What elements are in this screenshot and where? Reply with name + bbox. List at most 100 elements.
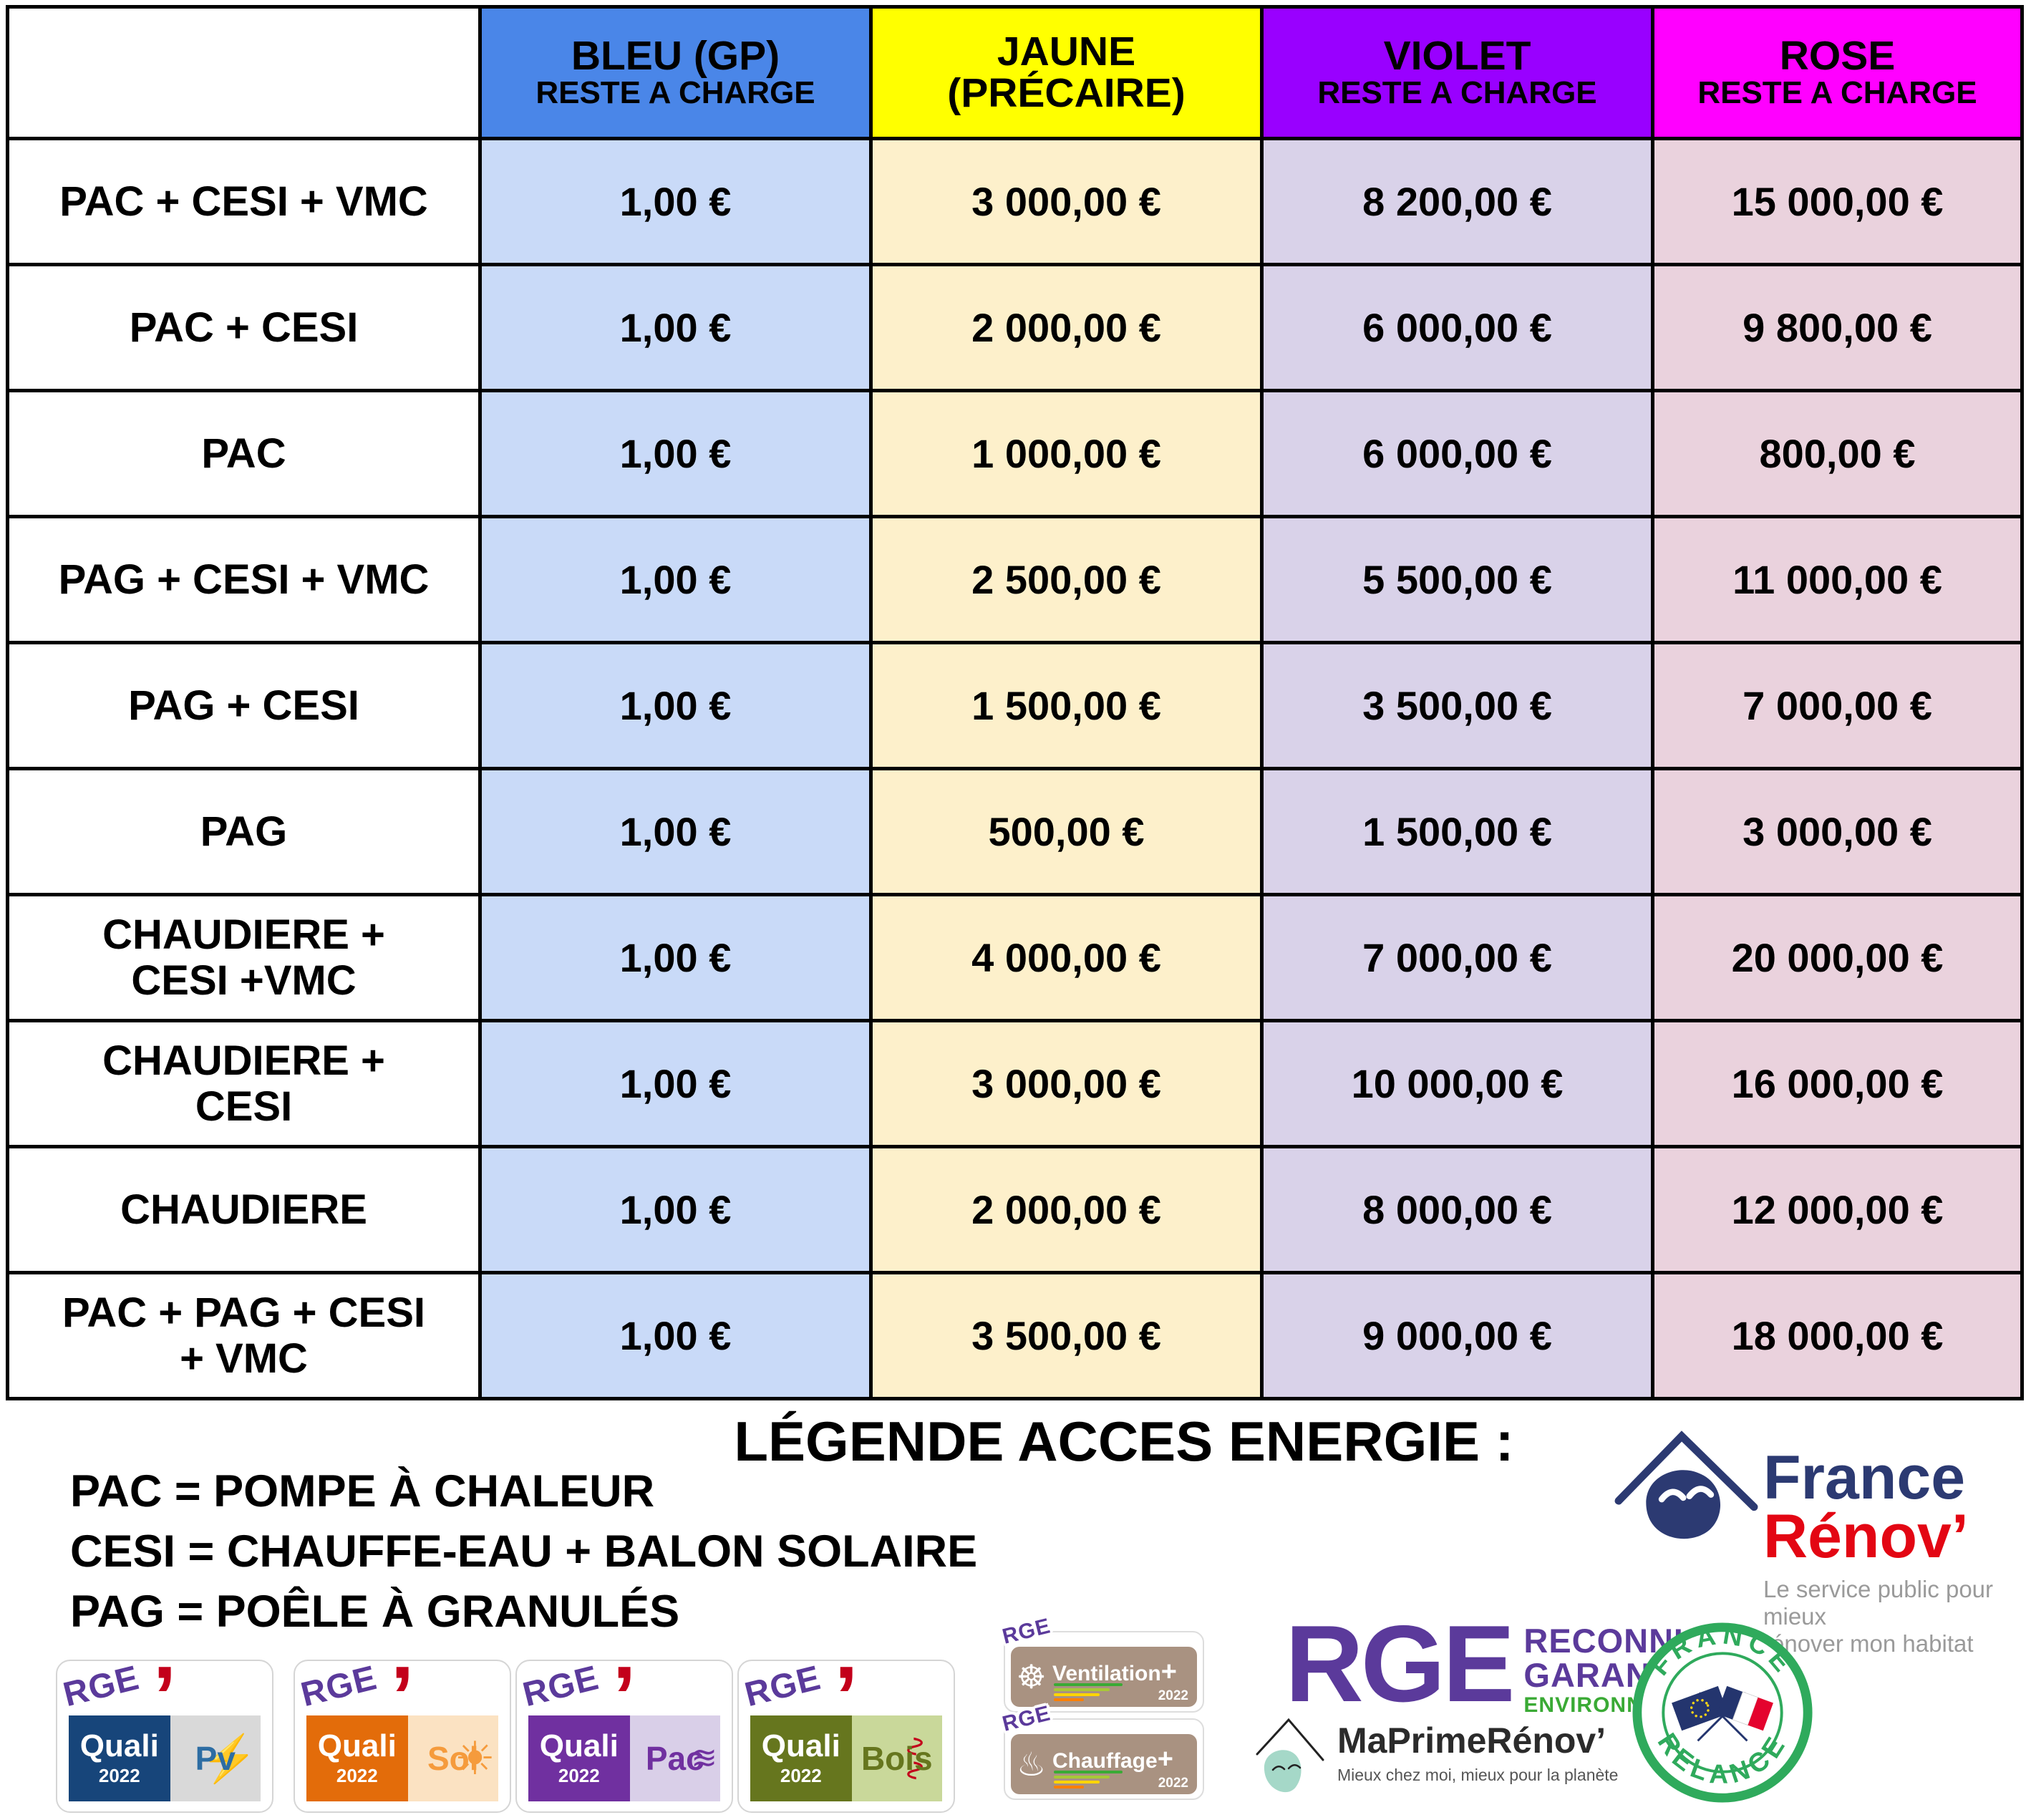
- price-cell: 1,00 €: [478, 893, 873, 1022]
- table-row: PAG 1,00 € 500,00 € 1 500,00 € 3 000,00 …: [6, 767, 2024, 896]
- france-renov-line2: Rénov’: [1763, 1501, 1969, 1571]
- quali-year: 2022: [98, 1764, 140, 1786]
- price-cell: 1 000,00 €: [869, 389, 1264, 518]
- corner-cell: [6, 5, 482, 140]
- price-cell: 8 200,00 €: [1260, 137, 1654, 266]
- legend-item-pag: PAG = POÊLE À GRANULÉS: [70, 1587, 680, 1637]
- table-row: PAG + CESI + VMC 1,00 € 2 500,00 € 5 500…: [6, 515, 2024, 644]
- table-row: PAC 1,00 € 1 000,00 € 6 000,00 € 800,00 …: [6, 389, 2024, 518]
- table-row: CHAUDIERE + CESI +VMC 1,00 € 4 000,00 € …: [6, 893, 2024, 1022]
- price-cell: 1,00 €: [478, 1271, 873, 1400]
- logo-rge-qualipv: RGE ’ Quali 2022 Pv ⚡: [56, 1654, 273, 1813]
- price-cell: 2 500,00 €: [869, 515, 1264, 644]
- chauffage-box: ♨ Chauffage+ 2022: [1011, 1734, 1197, 1794]
- price-cell: 6 000,00 €: [1260, 389, 1654, 518]
- table-row: CHAUDIERE + CESI 1,00 € 3 000,00 € 10 00…: [6, 1019, 2024, 1148]
- quali-left-panel: Quali 2022: [69, 1715, 170, 1801]
- fan-icon: ☸: [1017, 1658, 1047, 1695]
- plus-card-label: Ventilation: [1052, 1662, 1161, 1685]
- price-cell: 6 000,00 €: [1260, 263, 1654, 392]
- france-renov-tagline: Le service public pour mieux rénover mon…: [1763, 1576, 2021, 1657]
- column-header-label: ROSE: [1779, 33, 1896, 79]
- header-row: BLEU (GP) RESTE A CHARGE JAUNE (PRÉCAIRE…: [6, 5, 2024, 140]
- column-header-rose: ROSE RESTE A CHARGE: [1651, 5, 2024, 140]
- comma-icon: ’: [152, 1649, 177, 1745]
- plus-card-year: 2022: [1158, 1688, 1188, 1703]
- quali-brand: Quali: [761, 1728, 840, 1763]
- price-cell: 1,00 €: [478, 1019, 873, 1148]
- column-header-bleu: BLEU (GP) RESTE A CHARGE: [478, 5, 873, 140]
- price-cell: 3 000,00 €: [869, 1019, 1264, 1148]
- legend-item-cesi: CESI = CHAUFFE-EAU + BALON SOLAIRE: [70, 1526, 978, 1577]
- france-renov-text: France Rénov’ Le service public pour mie…: [1763, 1443, 2021, 1657]
- column-header-label: JAUNE: [997, 28, 1136, 74]
- row-label: PAC + PAG + CESI + VMC: [6, 1271, 482, 1400]
- maprimerenov-text: MaPrimeRénov’ Mieux chez moi, mieux pour…: [1337, 1723, 1618, 1804]
- row-label: CHAUDIERE: [6, 1145, 482, 1274]
- price-cell: 2 000,00 €: [869, 1145, 1264, 1274]
- row-label: PAC + CESI + VMC: [6, 137, 482, 266]
- price-cell: 12 000,00 €: [1651, 1145, 2024, 1274]
- sun-icon: ☀: [454, 1733, 495, 1784]
- logo-rge-qualipac: RGE ’ Quali 2022 Pac ≋: [515, 1654, 733, 1813]
- qualipv-box: Quali 2022 Pv ⚡: [69, 1715, 261, 1801]
- price-cell: 4 000,00 €: [869, 893, 1264, 1022]
- quali-suffix: Pac: [645, 1740, 704, 1777]
- rge-sticker: RGE: [297, 1658, 381, 1715]
- quali-brand: Quali: [539, 1728, 619, 1763]
- column-header-sublabel: (PRÉCAIRE): [947, 69, 1186, 116]
- quali-suffix: Pv: [195, 1740, 236, 1777]
- price-cell: 8 000,00 €: [1260, 1145, 1654, 1274]
- quali-year: 2022: [780, 1764, 822, 1786]
- logo-rge-ventilation-plus: RGE ☸ Ventilation+ 2022: [1000, 1614, 1204, 1713]
- row-label: CHAUDIERE + CESI +VMC: [6, 893, 482, 1022]
- price-cell: 3 000,00 €: [1651, 767, 2024, 896]
- row-label: PAG + CESI: [6, 641, 482, 770]
- price-cell: 3 500,00 €: [1260, 641, 1654, 770]
- price-cell: 5 500,00 €: [1260, 515, 1654, 644]
- price-cell: 15 000,00 €: [1651, 137, 2024, 266]
- quali-left-panel: Quali 2022: [306, 1715, 408, 1801]
- maprimerenov-tagline: Mieux chez moi, mieux pour la planète: [1337, 1766, 1619, 1784]
- table-row: PAC + CESI + VMC 1,00 € 3 000,00 € 8 200…: [6, 137, 2024, 266]
- house-icon: [1256, 1718, 1324, 1793]
- price-cell: 7 000,00 €: [1651, 641, 2024, 770]
- price-cell: 1,00 €: [478, 641, 873, 770]
- qualipac-box: Quali 2022 Pac ≋: [528, 1715, 720, 1801]
- ventilation-label: Ventilation+: [1052, 1657, 1177, 1688]
- price-cell: 11 000,00 €: [1651, 515, 2024, 644]
- row-label: PAG + CESI + VMC: [6, 515, 482, 644]
- table-row: PAC + CESI 1,00 € 2 000,00 € 6 000,00 € …: [6, 263, 2024, 392]
- house-icon: [1614, 1431, 1758, 1539]
- plus-icon: +: [1157, 1744, 1173, 1774]
- rge-sticker: RGE: [741, 1658, 825, 1715]
- france-renov-line1: France: [1763, 1443, 1966, 1512]
- tagline-line: rénover mon habitat: [1763, 1630, 1974, 1657]
- quali-right-panel: Sol ☀: [407, 1715, 498, 1801]
- column-header-label: VIOLET: [1383, 33, 1531, 79]
- quali-suffix: Bois: [861, 1740, 933, 1777]
- price-cell: 7 000,00 €: [1260, 893, 1654, 1022]
- column-header-violet: VIOLET RESTE A CHARGE: [1260, 5, 1654, 140]
- tagline-line: Le service public pour mieux: [1763, 1576, 1994, 1630]
- quali-brand: Quali: [317, 1728, 397, 1763]
- chauffage-label: Chauffage+: [1052, 1744, 1173, 1775]
- qualibois-box: Quali 2022 Bois ∿∿: [750, 1715, 942, 1801]
- legend-title: LÉGENDE ACCES ENERGIE :: [734, 1410, 1514, 1473]
- quali-left-panel: Quali 2022: [528, 1715, 630, 1801]
- plus-icon: +: [1160, 1657, 1177, 1687]
- rge-sticker: RGE: [999, 1614, 1053, 1649]
- price-cell: 1,00 €: [478, 1145, 873, 1274]
- column-header-sublabel: RESTE A CHARGE: [535, 75, 815, 111]
- column-header-jaune: JAUNE (PRÉCAIRE): [869, 5, 1264, 140]
- price-cell: 1 500,00 €: [869, 641, 1264, 770]
- logo-france-renov: France Rénov’ Le service public pour mie…: [1609, 1406, 2021, 1657]
- quali-brand: Quali: [79, 1728, 159, 1763]
- row-label: CHAUDIERE + CESI: [6, 1019, 482, 1148]
- energy-bars: [1054, 1683, 1123, 1701]
- quali-year: 2022: [336, 1764, 378, 1786]
- rge-sticker: RGE: [59, 1658, 143, 1715]
- price-cell: 10 000,00 €: [1260, 1019, 1654, 1148]
- price-cell: 1,00 €: [478, 137, 873, 266]
- quali-right-panel: Pv ⚡: [170, 1715, 261, 1801]
